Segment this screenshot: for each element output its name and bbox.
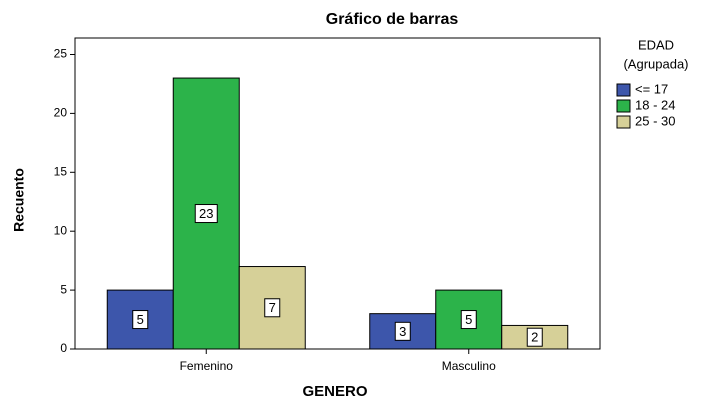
- value-label: 5: [465, 312, 472, 327]
- legend-label: <= 17: [635, 81, 668, 96]
- legend-swatch: [616, 83, 631, 97]
- legend-swatch: [616, 115, 631, 129]
- value-label: 23: [199, 206, 213, 221]
- value-label: 3: [399, 324, 406, 339]
- value-label-box: [132, 310, 149, 330]
- legend-label: 25 - 30: [635, 113, 675, 128]
- value-label-box: [460, 310, 477, 330]
- plot-area: [74, 37, 601, 350]
- value-label: 2: [531, 330, 538, 345]
- legend-title: EDAD: [638, 37, 674, 52]
- legend-swatch: [616, 99, 631, 113]
- y-tick-label: 15: [54, 164, 68, 178]
- x-axis-label: GENERO: [302, 383, 367, 400]
- x-tick-label: Masculino: [442, 359, 496, 373]
- y-axis-label: Recuento: [11, 168, 27, 232]
- value-label-box: [264, 298, 281, 318]
- value-label: 5: [137, 312, 144, 327]
- value-label: 7: [269, 300, 276, 315]
- y-tick-label: 5: [60, 282, 67, 296]
- y-tick-label: 0: [60, 341, 67, 355]
- value-label-box: [394, 321, 411, 341]
- value-label-box: [194, 204, 218, 224]
- y-tick-label: 25: [54, 47, 68, 61]
- y-tick-label: 10: [54, 223, 68, 237]
- x-tick-label: Femenino: [180, 359, 234, 373]
- legend-label: 18 - 24: [635, 97, 675, 112]
- value-label-box: [526, 327, 543, 347]
- y-tick-label: 20: [54, 106, 68, 120]
- legend-title: (Agrupada): [623, 56, 688, 71]
- chart-title: Gráfico de barras: [326, 11, 459, 28]
